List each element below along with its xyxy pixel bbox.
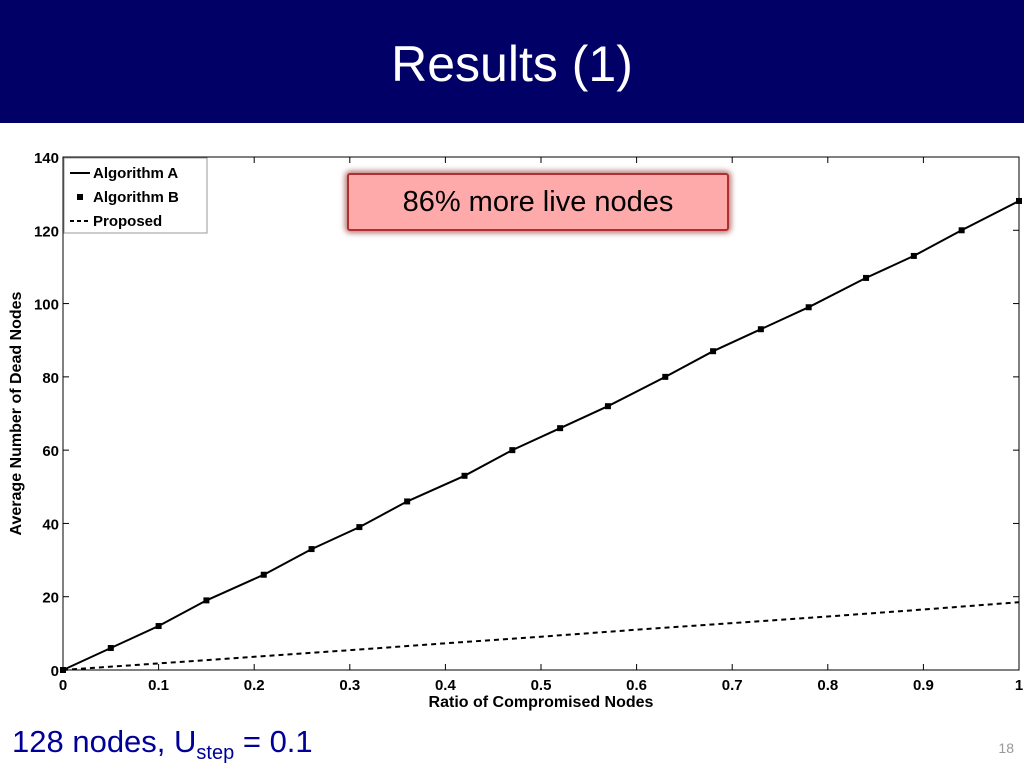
x-tick-label: 0.3 — [339, 677, 360, 694]
point-algorithm-b — [557, 425, 564, 432]
x-tick-label: 1 — [1015, 677, 1023, 694]
callout-box: 86% more live nodes — [347, 173, 729, 231]
x-tick-label: 0.5 — [531, 677, 552, 694]
point-algorithm-b — [910, 252, 917, 259]
x-tick-label: 0.9 — [913, 677, 934, 694]
point-algorithm-b — [155, 623, 162, 630]
page-number: 18 — [998, 740, 1014, 756]
point-algorithm-b — [509, 447, 516, 454]
point-algorithm-b — [356, 524, 363, 531]
caption-prefix: 128 nodes, U — [12, 724, 197, 759]
x-tick-label: 0 — [59, 677, 67, 694]
point-algorithm-b — [1016, 197, 1022, 204]
plot-area — [62, 156, 1020, 671]
title-bar: Results (1) — [0, 0, 1024, 123]
point-algorithm-b — [710, 348, 717, 355]
x-tick-label: 0.2 — [244, 677, 265, 694]
y-axis-label: Average Number of Dead Nodes — [8, 291, 25, 535]
x-tick-label: 0.7 — [722, 677, 743, 694]
y-tick-label: 140 — [34, 150, 59, 167]
point-algorithm-b — [308, 546, 315, 553]
caption: 128 nodes, Ustep = 0.1 — [12, 722, 313, 764]
series-line-proposed — [62, 601, 1020, 671]
point-algorithm-b — [863, 274, 870, 281]
y-tick-label: 20 — [42, 590, 59, 607]
y-tick-label: 120 — [34, 223, 59, 240]
y-tick-label: 40 — [42, 516, 59, 533]
point-algorithm-b — [404, 498, 411, 505]
y-tick-label: 0 — [51, 663, 59, 680]
point-algorithm-b — [107, 645, 114, 652]
legend: Algorithm A Algorithm B Proposed — [63, 157, 208, 234]
y-tick-label: 80 — [42, 370, 59, 387]
legend-label: Proposed — [93, 213, 162, 230]
x-axis-label: Ratio of Compromised Nodes — [429, 694, 654, 711]
line-chart: 0 0.1 0.2 0.3 0.4 0.5 0.6 0.7 0.8 0.9 1 0 20 40 60 80 10… — [8, 150, 1023, 711]
point-algorithm-b — [757, 326, 764, 333]
point-algorithm-b — [662, 373, 669, 380]
point-algorithm-b — [260, 571, 267, 578]
legend-label: Algorithm A — [93, 165, 178, 182]
point-algorithm-b — [604, 403, 611, 410]
x-tick-label: 0.4 — [435, 677, 457, 694]
point-algorithm-b — [958, 227, 965, 234]
x-tick-label: 0.8 — [817, 677, 838, 694]
series-line-algorithm-a — [62, 200, 1020, 671]
x-tick-label: 0.1 — [148, 677, 169, 694]
legend-label: Algorithm B — [93, 189, 179, 206]
x-tick-label: 0.6 — [626, 677, 647, 694]
caption-subscript: step — [196, 742, 235, 764]
point-algorithm-b — [805, 304, 812, 311]
callout-text: 86% more live nodes — [402, 186, 674, 218]
y-tick-label: 60 — [42, 443, 59, 460]
point-algorithm-b — [461, 472, 468, 479]
point-algorithm-b — [203, 597, 210, 604]
caption-suffix: = 0.1 — [234, 724, 313, 759]
y-tick-label: 100 — [34, 297, 59, 314]
legend-swatch-marker — [77, 194, 83, 200]
slide-title: Results (1) — [391, 36, 633, 92]
